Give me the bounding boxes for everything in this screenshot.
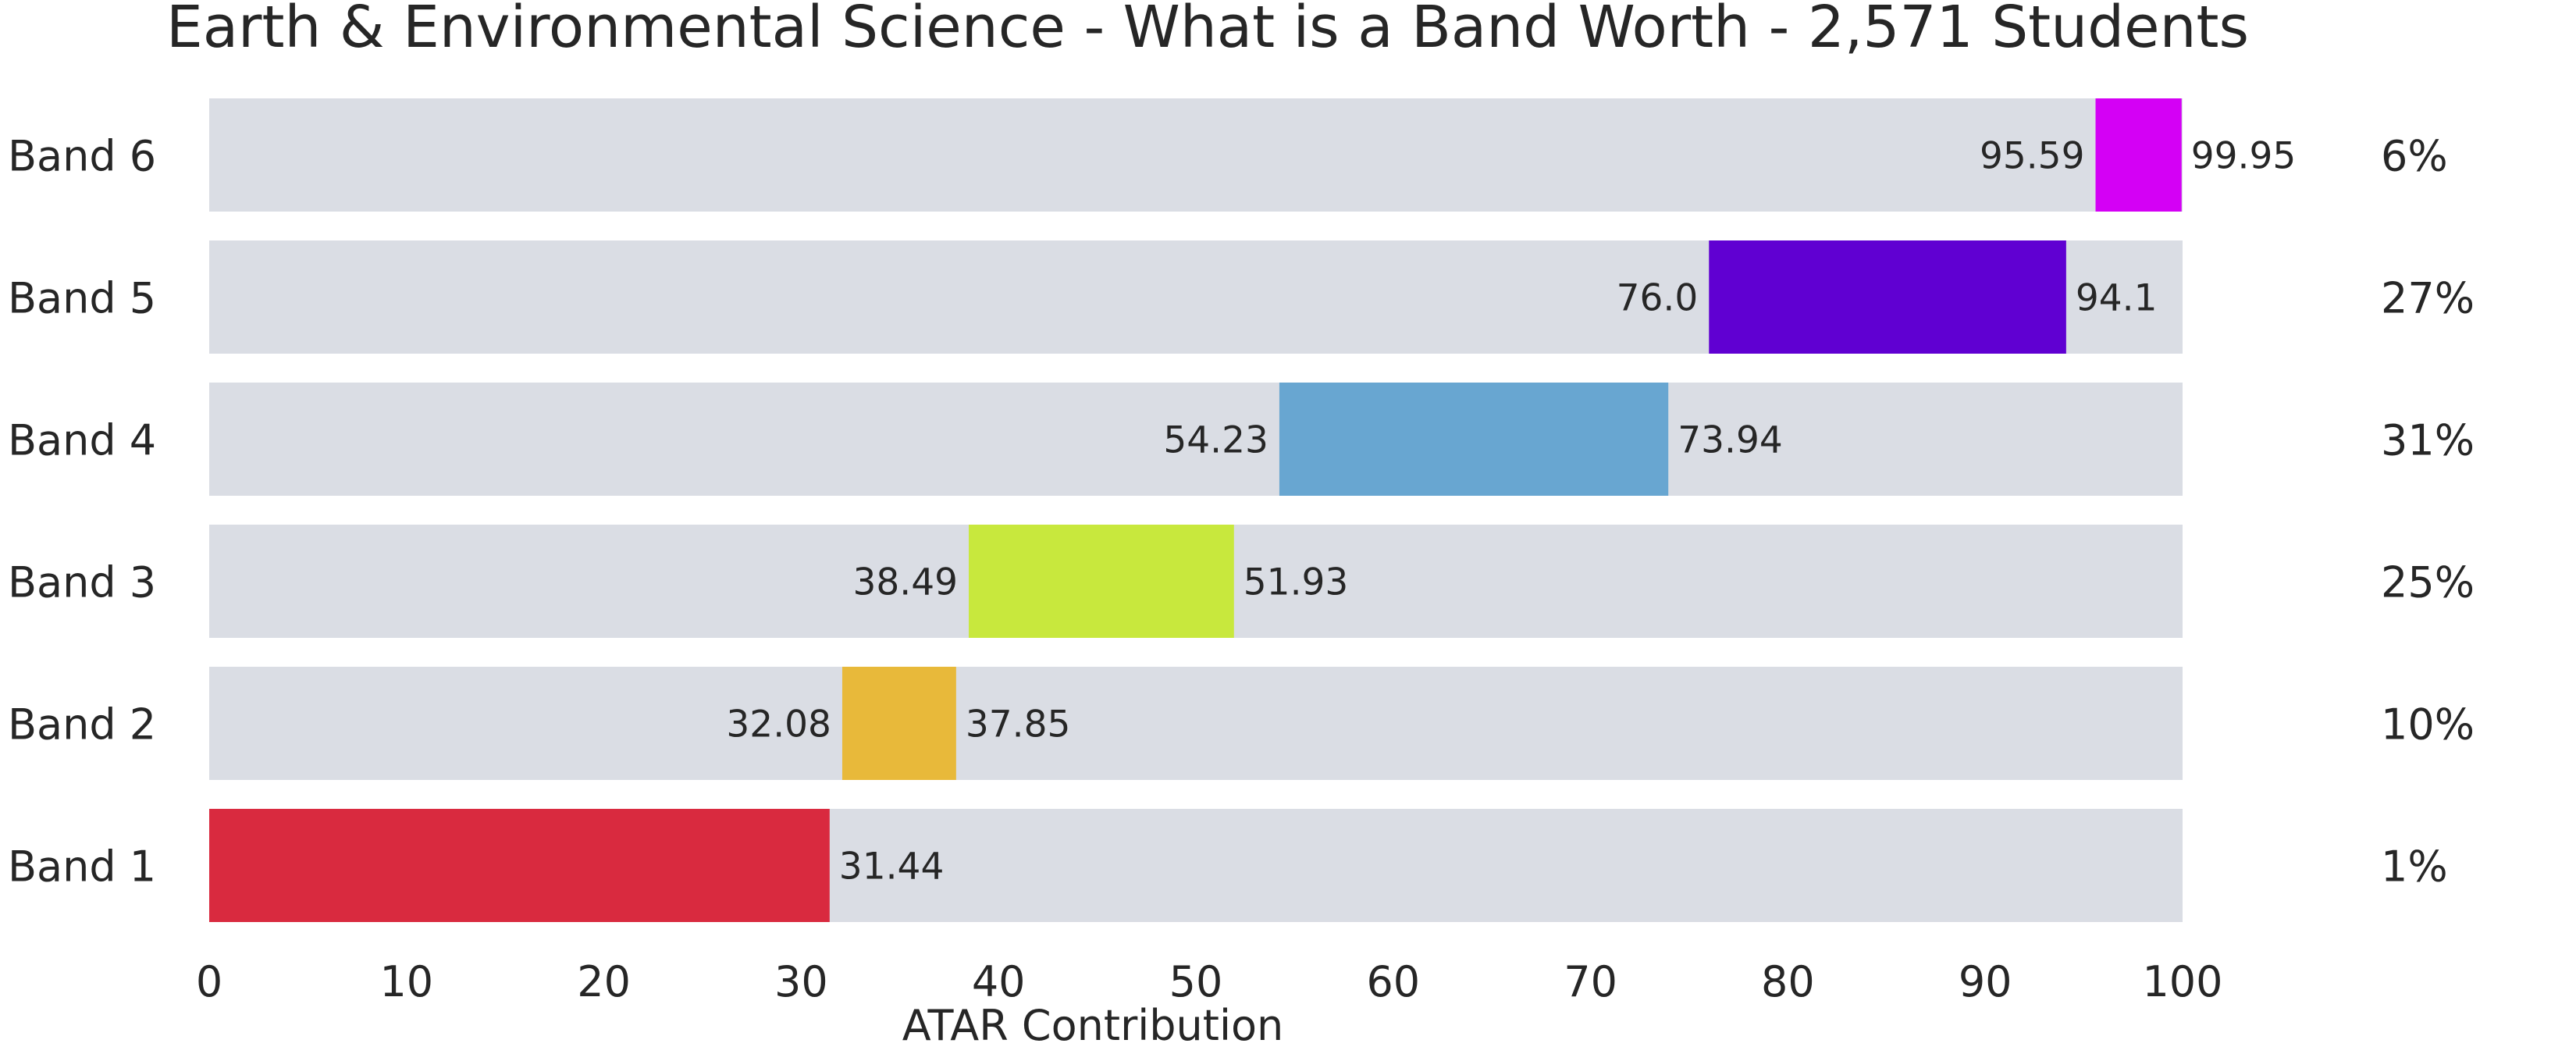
band-category-label: Band 3 (8, 558, 156, 607)
band-end-label: 94.1 (2076, 277, 2158, 320)
x-axis-label: ATAR Contribution (902, 1001, 1283, 1050)
x-tick-label: 10 (379, 957, 433, 1006)
band-category-label: Band 4 (8, 416, 156, 465)
band-row-band-3: Band 3 38.49 51.93 25% (8, 525, 2475, 638)
x-tick-label: 70 (1564, 957, 1617, 1006)
band-range-bar (841, 667, 956, 780)
x-axis: 0 10 20 30 40 50 60 70 80 90 100 (196, 957, 2223, 1006)
band-range-bar (209, 809, 830, 922)
band-start-label: 32.08 (726, 703, 831, 746)
band-end-label: 99.95 (2191, 135, 2297, 178)
band-end-label: 73.94 (1678, 419, 1783, 462)
x-tick-label: 80 (1761, 957, 1815, 1006)
x-tick-label: 90 (1959, 957, 2012, 1006)
band-end-label: 37.85 (966, 703, 1071, 746)
band-background-bar (209, 98, 2183, 212)
x-tick-label: 30 (774, 957, 828, 1006)
band-start-label: 95.59 (1980, 135, 2085, 178)
band-row-band-2: Band 2 32.08 37.85 10% (8, 667, 2475, 780)
band-category-label: Band 6 (8, 132, 156, 181)
band-category-label: Band 5 (8, 274, 156, 323)
band-range-bar (1279, 383, 1669, 496)
band-percent-label: 27% (2381, 274, 2475, 323)
band-rows: Band 6 95.59 99.95 6%Band 5 76.0 94.1 27%Band … (8, 98, 2475, 922)
x-tick-label: 50 (1169, 957, 1223, 1006)
x-tick-label: 40 (972, 957, 1026, 1006)
band-row-band-5: Band 5 76.0 94.1 27% (8, 240, 2475, 354)
band-percent-label: 6% (2381, 132, 2448, 181)
band-category-label: Band 2 (8, 700, 156, 750)
band-range-bar (1709, 240, 2066, 354)
band-start-label: 76.0 (1617, 277, 1699, 320)
x-tick-label: 0 (196, 957, 222, 1006)
band-category-label: Band 1 (8, 842, 156, 892)
band-start-label: 38.49 (852, 561, 958, 604)
band-range-bar (2095, 98, 2182, 212)
band-row-band-1: Band 1 31.44 1% (8, 809, 2448, 922)
band-background-bar (209, 667, 2183, 780)
band-end-label: 51.93 (1244, 561, 1349, 604)
band-percent-label: 10% (2381, 700, 2475, 750)
band-start-label: 54.23 (1163, 419, 1268, 462)
x-tick-label: 20 (577, 957, 631, 1006)
x-tick-label: 60 (1366, 957, 1420, 1006)
band-row-band-6: Band 6 95.59 99.95 6% (8, 98, 2448, 212)
band-percent-label: 31% (2381, 416, 2475, 465)
band-background-bar (209, 383, 2183, 496)
band-row-band-4: Band 4 54.23 73.94 31% (8, 383, 2475, 496)
band-range-bar (969, 525, 1234, 638)
band-end-label: 31.44 (839, 846, 945, 888)
band-percent-label: 25% (2381, 558, 2475, 607)
band-percent-label: 1% (2381, 842, 2448, 892)
x-tick-label: 100 (2142, 957, 2222, 1006)
chart-title: Earth & Environmental Science - What is … (166, 0, 2249, 61)
